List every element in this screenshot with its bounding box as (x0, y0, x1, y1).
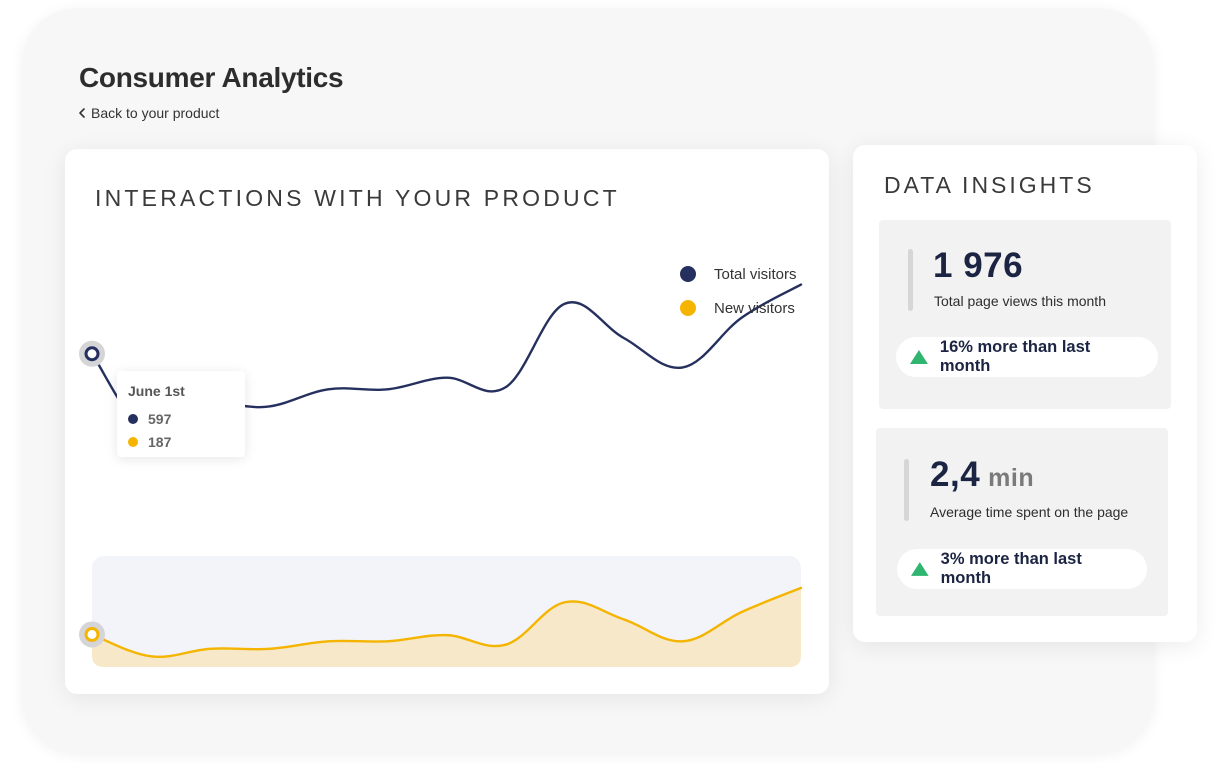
metric-value: 2,4 min (930, 455, 1034, 495)
tooltip-row-total: 597 (128, 407, 245, 430)
page-title: Consumer Analytics (79, 62, 344, 93)
metric-accent-bar (904, 459, 909, 521)
metric-change-text: 16% more than last month (939, 338, 1091, 375)
tooltip-row-new: 187 (128, 430, 245, 453)
chevron-left-icon (79, 108, 85, 118)
tooltip-date: June 1st (128, 383, 185, 399)
metric-value-unit: min (988, 464, 1035, 492)
legend-dot-new-visitors (680, 300, 696, 316)
legend-dot-total-visitors (680, 266, 696, 282)
new-visitors-area-fill (92, 587, 801, 667)
legend-label: New visitors (714, 299, 795, 317)
legend-item-total-visitors[interactable]: Total visitors (680, 257, 797, 291)
new-visitors-point (84, 626, 100, 642)
metric-change-text: 3% more than last month (940, 550, 1082, 587)
back-link-label: Back to your product (91, 105, 220, 121)
chart-title: INTERACTIONS WITH YOUR PRODUCT (95, 185, 620, 211)
tooltip-value-total: 597 (148, 410, 172, 427)
back-link[interactable]: Back to your product (77, 105, 219, 121)
chart-tooltip: June 1st 597 187 (117, 371, 245, 457)
metric-value: 1 976 (933, 246, 1023, 286)
chart-legend: Total visitors New visitors (680, 257, 797, 325)
total-visitors-point (84, 346, 100, 362)
metric-label: Average time spent on the page (930, 504, 1129, 520)
metric-label: Total page views this month (934, 293, 1106, 309)
triangle-up-icon (911, 562, 929, 576)
tooltip-dot-total (128, 413, 138, 424)
metric-value-number: 2,4 (930, 455, 981, 494)
new-visitors-line (90, 586, 803, 659)
insights-title: DATA INSIGHTS (884, 172, 1095, 198)
metric-card-page-views: 1 976 Total page views this month 16% mo… (879, 220, 1171, 409)
metric-change-badge: 16% more than last month (896, 337, 1158, 377)
legend-label: Total visitors (714, 265, 797, 283)
data-insights-card: DATA INSIGHTS 1 976 Total page views thi… (853, 145, 1197, 642)
metric-accent-bar (908, 249, 913, 311)
triangle-up-icon (910, 350, 928, 364)
tooltip-value-new: 187 (148, 433, 172, 450)
legend-item-new-visitors[interactable]: New visitors (680, 291, 797, 325)
tooltip-dot-new (128, 436, 138, 447)
metric-value-number: 1 976 (933, 246, 1024, 285)
metric-change-badge: 3% more than last month (897, 549, 1147, 589)
interactions-chart-card: INTERACTIONS WITH YOUR PRODUCT Total vis… (65, 149, 829, 694)
metric-card-avg-time: 2,4 min Average time spent on the page 3%… (876, 428, 1168, 616)
